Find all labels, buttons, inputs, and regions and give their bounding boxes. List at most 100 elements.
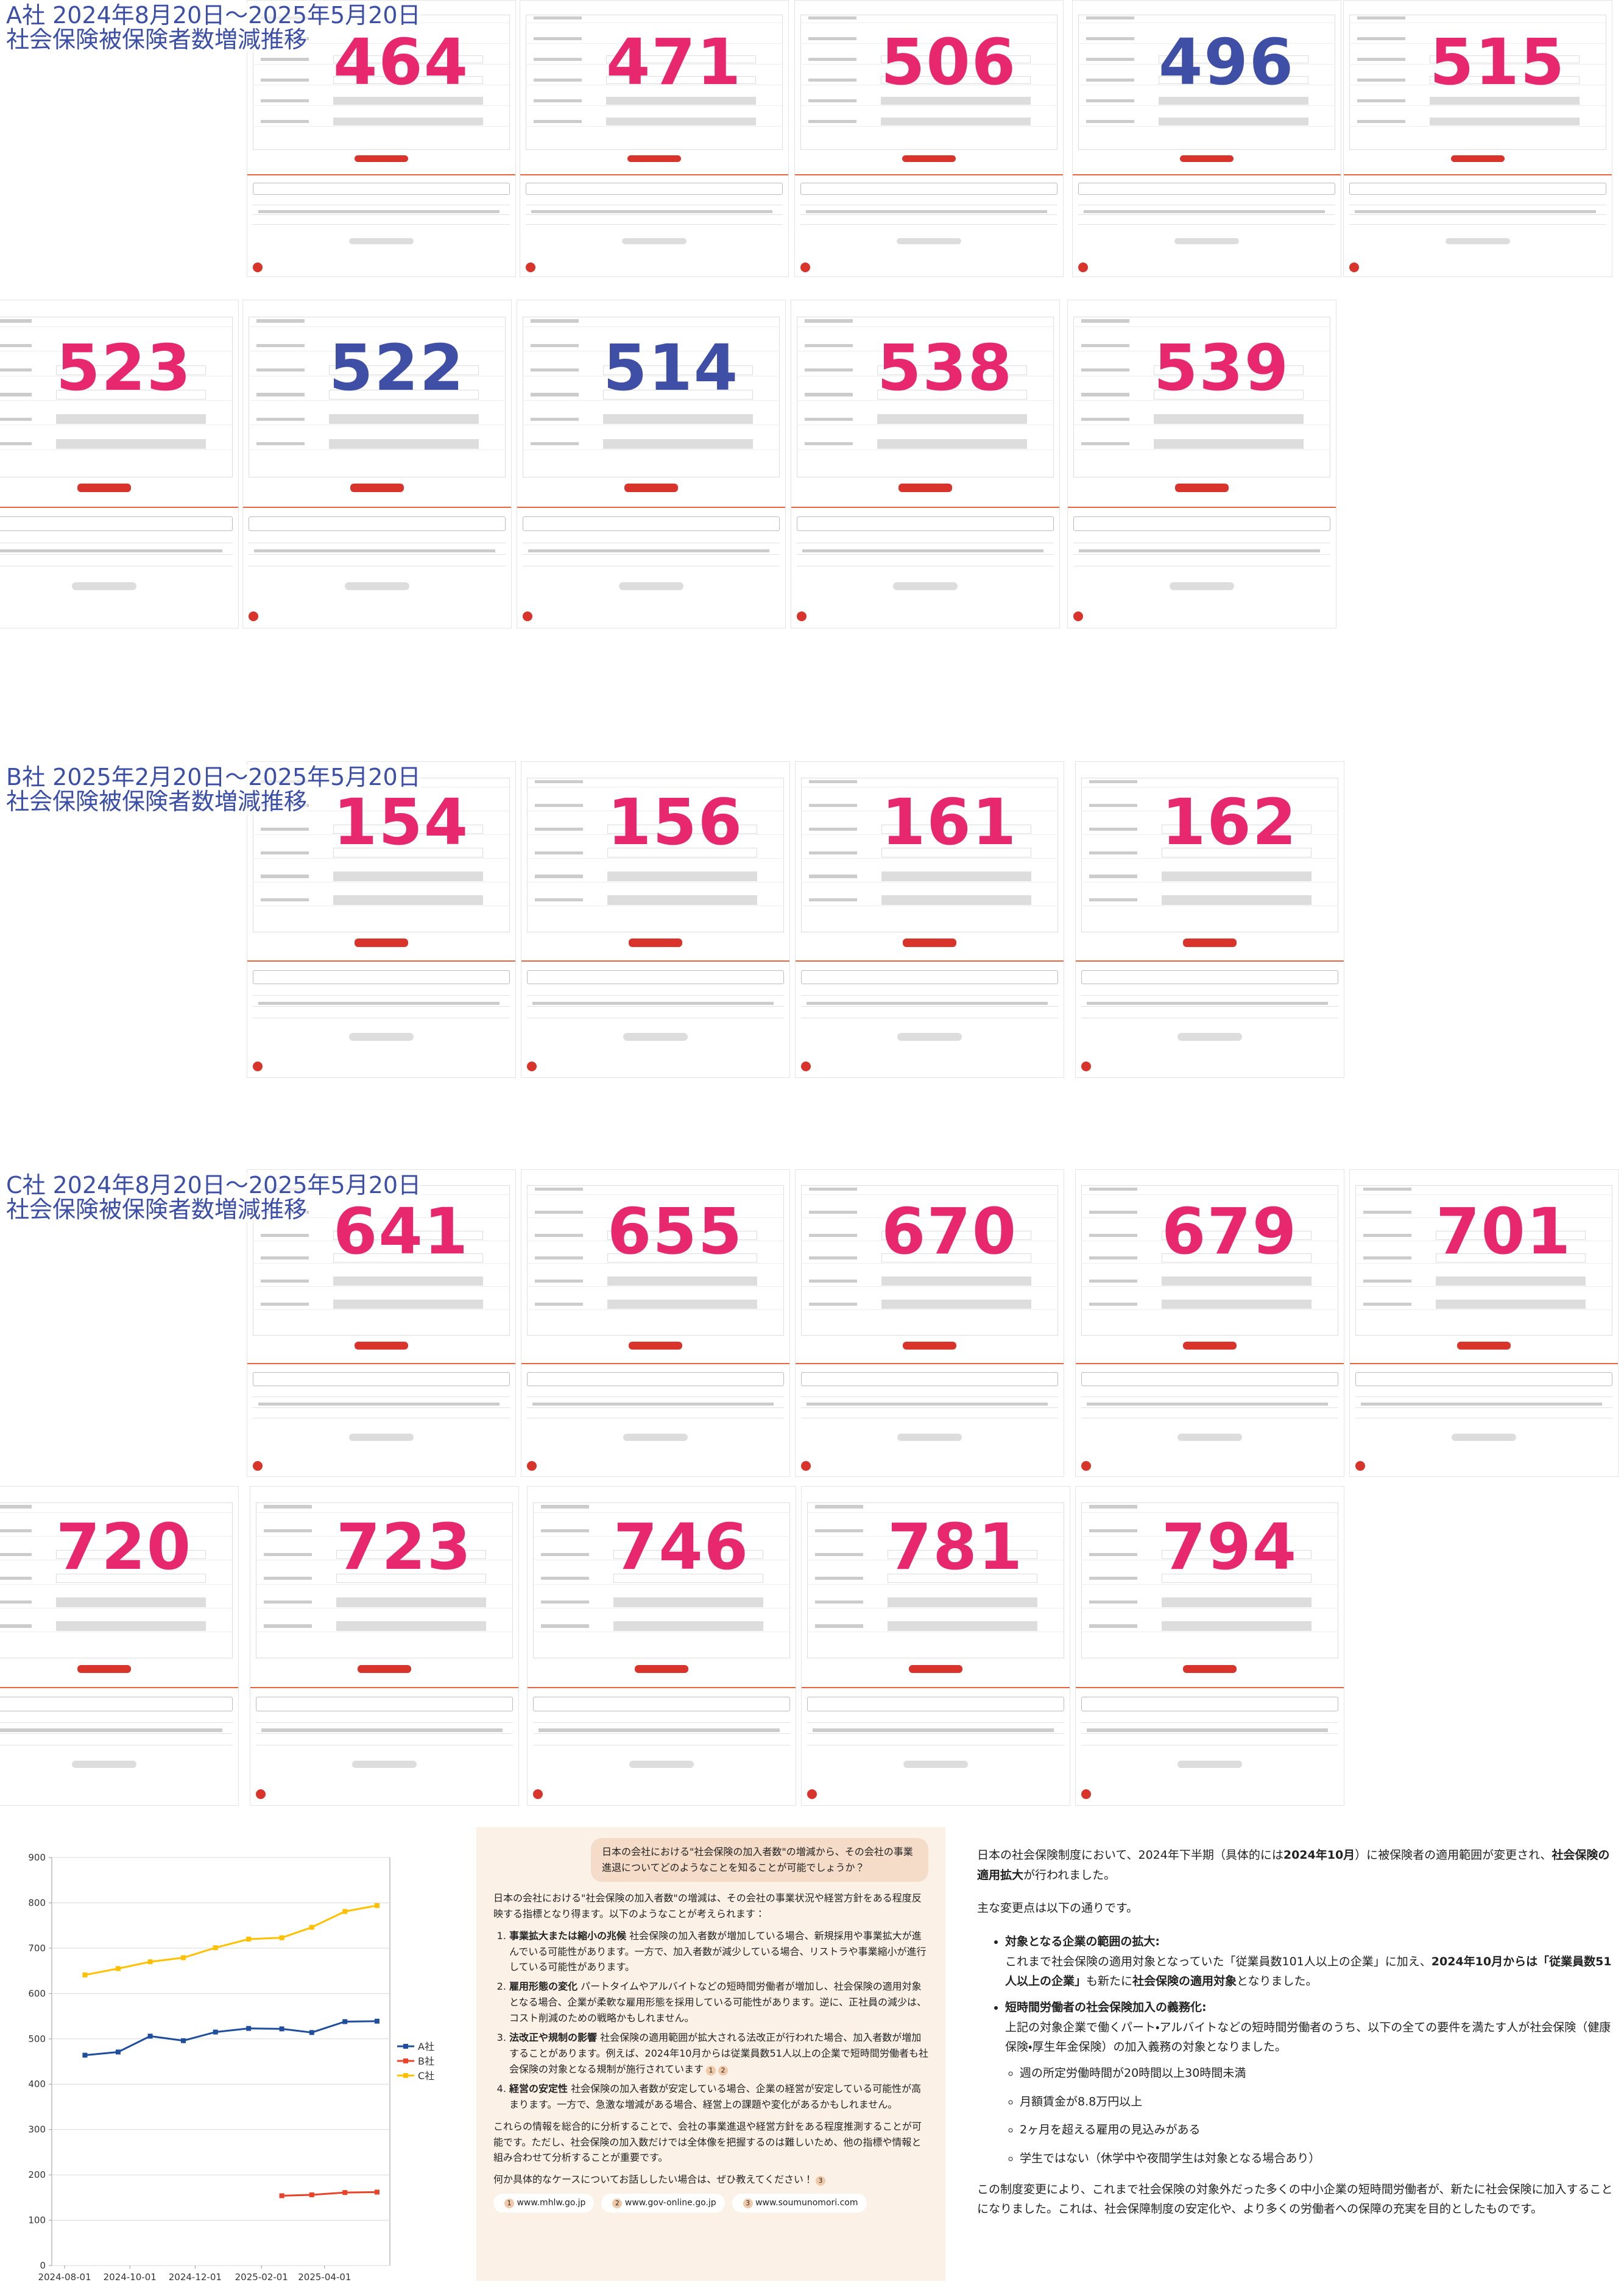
form-input [1435, 1277, 1586, 1286]
form-label [1081, 442, 1130, 446]
result-rule [247, 174, 515, 176]
form-input [55, 1621, 207, 1631]
result-row [1081, 1722, 1339, 1724]
citation: 1 [504, 2199, 514, 2209]
form-input [1161, 1253, 1312, 1263]
result-rule [1350, 1362, 1618, 1364]
form-label [261, 1302, 309, 1306]
logo [1355, 1460, 1365, 1471]
form-input [880, 76, 1031, 85]
source-link[interactable]: 1 www.mhlw.go.jp [493, 2194, 595, 2213]
result-box [800, 182, 1058, 195]
top-button [349, 1033, 414, 1041]
result-box [526, 1372, 785, 1386]
form-label [1363, 1302, 1412, 1306]
form-input [1158, 117, 1309, 126]
form-label [261, 898, 309, 902]
item-body: 社会保険の加入者数が増加している場合、新規採用や事業拡大が進んでいる可能性があり… [509, 1929, 927, 1973]
form-label [264, 1529, 312, 1532]
data-point [342, 2190, 348, 2196]
result-row [526, 1396, 785, 1398]
y-tick-label: 100 [28, 2215, 46, 2226]
top-button [1174, 238, 1239, 245]
data-point [213, 1945, 218, 1951]
form-input [602, 365, 754, 375]
source-link[interactable]: 2 www.gov-online.go.jp [601, 2194, 725, 2213]
form-label [256, 343, 305, 347]
form-label [0, 417, 32, 421]
form-label [1081, 319, 1130, 323]
result-text [253, 549, 495, 553]
form-row [252, 834, 510, 836]
result-row [255, 1733, 514, 1734]
series-line [281, 2191, 377, 2197]
form-label [1357, 99, 1406, 102]
data-point [309, 2030, 314, 2035]
form-input [607, 872, 758, 881]
form-input [55, 1549, 207, 1560]
result-text [261, 1728, 503, 1732]
search-button [350, 484, 404, 493]
result-box [1081, 970, 1339, 985]
screenshot-thumbnail [795, 1169, 1064, 1477]
result-text [538, 1728, 780, 1732]
form-input [55, 1597, 207, 1607]
form-row [1081, 1583, 1339, 1585]
form-label [808, 120, 857, 123]
logo [248, 611, 258, 622]
form-input [881, 848, 1032, 857]
form-row [807, 1512, 1065, 1513]
result-box [800, 970, 1059, 985]
result-rule [1076, 1687, 1344, 1689]
form-label [815, 1505, 864, 1509]
form-box [532, 1502, 791, 1659]
logo [800, 262, 810, 273]
source-link[interactable]: 3 www.soumunomori.com [732, 2194, 867, 2213]
notes-sublist: 週の所定労働時間が20時間以上30時間未満月額賃金が8.8万円以上 2ヶ月を超える… [1005, 2063, 1617, 2169]
form-input [55, 438, 207, 449]
form-input [877, 414, 1028, 424]
data-point [115, 2049, 121, 2055]
notes-subitem: 2ヶ月を超える雇用の見込みがある [1020, 2120, 1617, 2140]
form-row [1073, 400, 1331, 401]
screenshot-thumbnail [517, 300, 786, 629]
form-input [1435, 1299, 1586, 1309]
form-input [1153, 414, 1304, 424]
result-rule [796, 1362, 1064, 1364]
form-label [535, 827, 584, 831]
answer-intro: 日本の会社における"社会保険の加入者数"の増減は、その会社の事業状況や経営方針を… [493, 1892, 922, 1920]
member-count: 154 [333, 785, 470, 859]
form-input [328, 389, 479, 400]
form-input [1429, 55, 1580, 64]
form-label [815, 1624, 864, 1628]
form-input [1161, 848, 1312, 857]
result-rule [250, 1687, 518, 1689]
form-input [1158, 76, 1309, 85]
form-label [1363, 1210, 1412, 1214]
result-rule [795, 174, 1063, 176]
link-url: www.soumunomori.com [755, 2198, 858, 2208]
form-label [534, 37, 582, 40]
y-tick-label: 500 [28, 2034, 46, 2044]
form-input [1429, 96, 1580, 105]
result-row [800, 1407, 1059, 1408]
form-label [1363, 1188, 1412, 1191]
form-label [534, 58, 582, 61]
result-text [802, 549, 1043, 553]
form-input [880, 96, 1031, 105]
form-label [261, 58, 309, 61]
form-input [1161, 824, 1312, 834]
form-label [809, 780, 858, 784]
top-button [1170, 582, 1234, 590]
form-row [800, 1217, 1059, 1218]
bold-segment: 2024年10月からは「従業員数51人以上の企業」 [1005, 1954, 1612, 1988]
form-label [808, 16, 857, 19]
item-title: 経営の安定性 [509, 2082, 568, 2094]
y-tick-label: 400 [28, 2079, 46, 2090]
form-label [261, 827, 309, 831]
form-row [800, 834, 1059, 836]
form-label [1089, 1302, 1138, 1306]
form-input [333, 55, 484, 64]
